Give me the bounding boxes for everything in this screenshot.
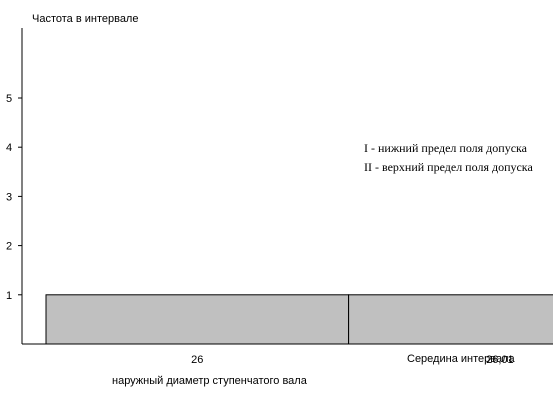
histogram-bar — [348, 294, 553, 345]
y-tick-label: 2 — [6, 241, 12, 253]
y-axis-title: Частота в интервале — [32, 13, 138, 25]
x-axis-title-bottom: наружный диаметр ступенчатого вала — [112, 375, 308, 387]
bars — [45, 294, 553, 345]
x-tick-label: 26,01 — [486, 354, 514, 366]
legend-lower-limit: I - нижний предел поля допуска — [364, 141, 528, 155]
y-tick-label: 3 — [6, 191, 12, 203]
x-tick-label: 26 — [191, 354, 203, 366]
histogram-bar — [45, 294, 350, 345]
legend-upper-limit: II - верхний предел поля допуска — [364, 160, 533, 174]
y-ticks: 1 2 3 4 5 — [6, 93, 22, 302]
y-tick-label: 4 — [6, 142, 12, 154]
x-axis-title-right: Середина интервала — [407, 353, 515, 365]
y-tick-label: 5 — [6, 93, 12, 105]
y-tick-label: 1 — [6, 290, 12, 302]
